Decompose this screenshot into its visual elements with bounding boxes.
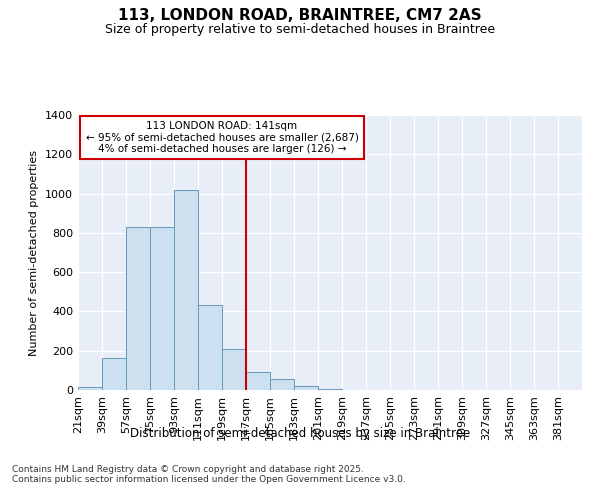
- Text: Contains HM Land Registry data © Crown copyright and database right 2025.
Contai: Contains HM Land Registry data © Crown c…: [12, 465, 406, 484]
- Bar: [126, 227, 150, 390]
- Y-axis label: Number of semi-detached properties: Number of semi-detached properties: [29, 150, 40, 356]
- Text: Size of property relative to semi-detached houses in Braintree: Size of property relative to semi-detach…: [105, 22, 495, 36]
- Bar: [78, 387, 102, 390]
- Text: 113, LONDON ROAD, BRAINTREE, CM7 2AS: 113, LONDON ROAD, BRAINTREE, CM7 2AS: [118, 8, 482, 22]
- Bar: [174, 190, 198, 390]
- Bar: [222, 349, 246, 390]
- Bar: [150, 227, 174, 390]
- Text: 113 LONDON ROAD: 141sqm
← 95% of semi-detached houses are smaller (2,687)
4% of : 113 LONDON ROAD: 141sqm ← 95% of semi-de…: [86, 121, 358, 154]
- Bar: [246, 372, 270, 390]
- Bar: [102, 358, 126, 390]
- Bar: [270, 379, 294, 390]
- Text: Distribution of semi-detached houses by size in Braintree: Distribution of semi-detached houses by …: [130, 428, 470, 440]
- Bar: [294, 386, 318, 390]
- Bar: [198, 304, 222, 390]
- Bar: [318, 389, 342, 390]
